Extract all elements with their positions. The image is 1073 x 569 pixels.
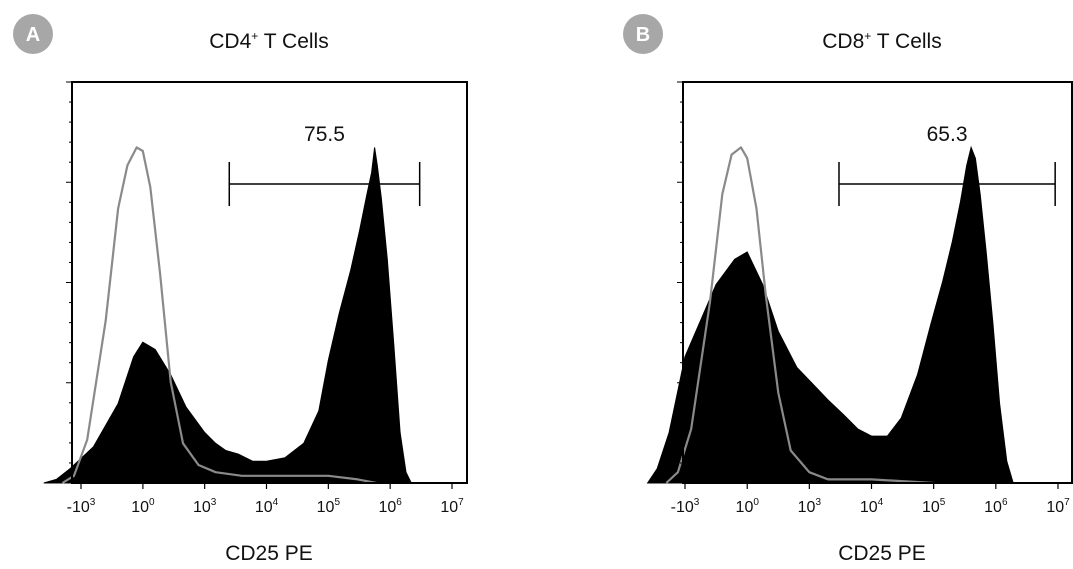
- badge-circle: [13, 14, 53, 54]
- panel-cd8-t-cells: B CD8+ T Cells -103 100 103 104 105 106 107 65.3 C…: [623, 14, 1073, 565]
- x-tick-label: 106: [378, 497, 402, 516]
- badge-circle: [623, 14, 663, 54]
- histogram-control-outline: [665, 146, 934, 485]
- badge-letter: B: [636, 24, 650, 46]
- x-tick-label: -103: [671, 497, 700, 516]
- histogram-stained-fill: [646, 145, 1014, 484]
- gate-bracket: 75.5: [228, 123, 421, 206]
- gate-percentage-label: 65.3: [927, 123, 968, 146]
- x-tick-label: 100: [736, 497, 760, 516]
- histogram-stained-fill: [43, 147, 413, 484]
- x-tick-label: 103: [193, 497, 217, 516]
- x-tick-label: 107: [440, 497, 464, 516]
- badge-letter: A: [26, 24, 40, 46]
- panel-cd4-t-cells: A CD4+ T Cells -103 100 103 104 105 106 107 75.5 C…: [13, 14, 468, 565]
- x-tick-label: 104: [860, 497, 884, 516]
- x-tick-label: -103: [67, 497, 96, 516]
- gate-bracket: 65.3: [838, 123, 1056, 206]
- x-tick-label: 105: [317, 497, 341, 516]
- panel-title: CD8+ T Cells: [822, 29, 941, 53]
- x-tick-label: 105: [922, 497, 946, 516]
- x-tick-label: 107: [1046, 497, 1070, 516]
- x-tick-label: 106: [984, 497, 1008, 516]
- x-tick-label: 104: [255, 497, 279, 516]
- panel-badge: B: [623, 14, 663, 54]
- x-axis-label: CD25 PE: [838, 542, 926, 565]
- x-tick-label: 100: [131, 497, 155, 516]
- gate-percentage-label: 75.5: [304, 123, 345, 146]
- x-tick-label: 103: [798, 497, 822, 516]
- x-axis-label: CD25 PE: [225, 542, 313, 565]
- panel-badge: A: [13, 14, 53, 54]
- histogram-control-outline: [61, 146, 377, 485]
- panel-title: CD4+ T Cells: [209, 29, 328, 53]
